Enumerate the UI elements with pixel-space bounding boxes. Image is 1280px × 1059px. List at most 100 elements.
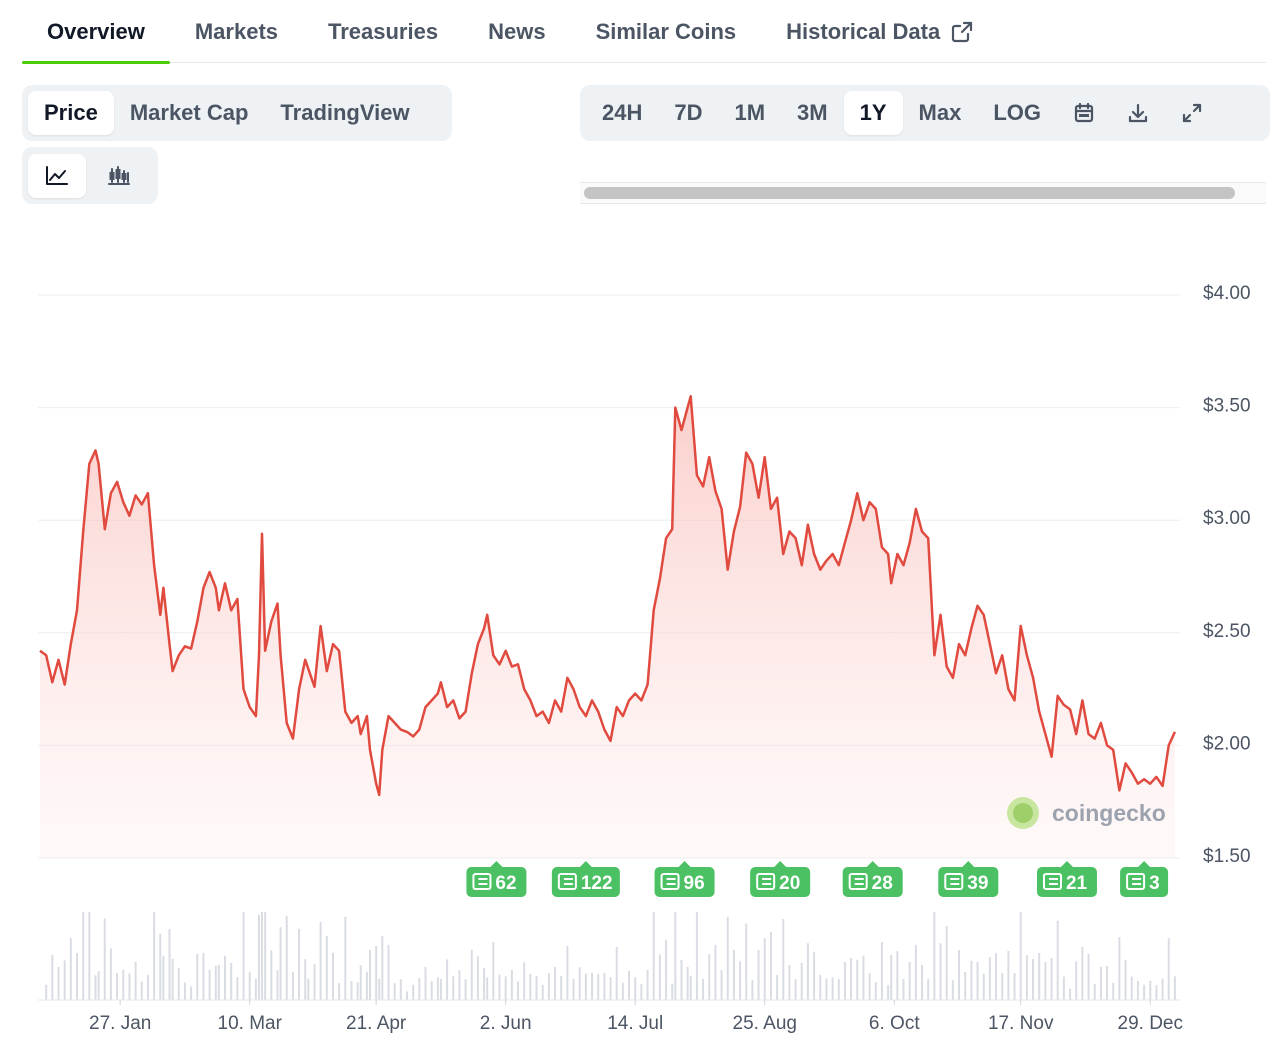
volume-bar	[365, 972, 368, 1000]
y-tick-label: $3.50	[1203, 396, 1251, 417]
volume-bar	[819, 974, 822, 1000]
volume-bar	[751, 980, 754, 1000]
volume-bar	[927, 979, 930, 1000]
news-marker[interactable]: 3	[1120, 861, 1169, 897]
volume-bar	[168, 929, 171, 1000]
volume-bar	[757, 950, 760, 1000]
tab-news[interactable]: News	[463, 0, 570, 63]
volume-bar	[483, 967, 486, 1000]
volume-bar	[794, 979, 797, 1000]
range-scrollbar[interactable]	[580, 182, 1266, 204]
volume-bar	[279, 927, 282, 1000]
volume-bar	[1019, 912, 1022, 1000]
volume-bar	[976, 962, 979, 1000]
volume-bar	[788, 965, 791, 1000]
news-marker-pointer	[962, 861, 975, 867]
volume-bar	[782, 919, 785, 1000]
volume-bar	[446, 959, 449, 1000]
range-24h-button[interactable]: 24H	[602, 100, 643, 125]
download-button[interactable]	[1111, 91, 1165, 135]
volume-bars	[38, 912, 1180, 1001]
volume-bar	[1056, 920, 1059, 1000]
range-1y-button[interactable]: 1Y	[843, 91, 903, 135]
volume-bar	[1087, 954, 1090, 1000]
volume-bar	[356, 982, 359, 1000]
view-tradingview-button[interactable]: TradingView	[280, 100, 410, 125]
price-chart[interactable]: $1.50 $2.00 $2.50 $3.00 $3.50 $4.00 coingecko…	[0, 230, 1280, 1059]
news-marker-pointer	[866, 861, 879, 867]
volume-bar	[291, 971, 294, 1000]
volume-bar	[609, 977, 612, 1000]
newspaper-icon-frame	[756, 873, 776, 890]
view-market-cap-button[interactable]: Market Cap	[129, 100, 249, 125]
news-marker[interactable]: 28	[842, 861, 903, 897]
view-price-button[interactable]: Price	[28, 91, 114, 135]
news-marker[interactable]: 39	[938, 861, 999, 897]
volume-bar	[921, 965, 924, 1000]
coingecko-watermark: coingecko	[1007, 797, 1166, 829]
volume-bar	[387, 945, 390, 1000]
news-count: 3	[1149, 873, 1160, 894]
candlestick-chart-button[interactable]	[90, 154, 148, 198]
calendar-button[interactable]	[1057, 91, 1111, 135]
volume-bar	[270, 950, 273, 1000]
x-tick-label: 6. Oct	[869, 1013, 920, 1034]
volume-bar	[82, 912, 85, 1000]
volume-bar	[665, 940, 668, 1000]
news-marker[interactable]: 20	[750, 861, 811, 897]
news-marker[interactable]: 122	[551, 861, 620, 897]
tab-similar-coins[interactable]: Similar Coins	[571, 0, 762, 63]
volume-bar	[674, 912, 677, 1000]
range-1m-button[interactable]: 1M	[734, 100, 766, 125]
range-scrollbar-thumb[interactable]	[584, 187, 1235, 199]
news-count: 96	[684, 873, 705, 894]
volume-bar	[535, 975, 538, 1000]
volume-bar	[1167, 938, 1170, 1000]
volume-bar	[603, 973, 606, 1000]
tab-historical-data[interactable]: Historical Data	[761, 0, 999, 63]
volume-bar	[140, 981, 143, 1000]
volume-bar	[470, 949, 473, 1000]
expand-button[interactable]	[1165, 91, 1219, 135]
tab-treasuries[interactable]: Treasuries	[303, 0, 463, 63]
volume-bar	[689, 976, 692, 1000]
tab-overview[interactable]: Overview	[22, 0, 170, 64]
range-3m-button[interactable]: 3M	[797, 100, 828, 125]
download-icon	[1127, 102, 1149, 124]
volume-bar	[217, 965, 220, 1000]
volume-bar	[399, 979, 402, 1000]
newspaper-icon	[1042, 873, 1062, 890]
range-7d-button[interactable]: 7D	[674, 100, 703, 125]
tab-markets[interactable]: Markets	[170, 0, 303, 63]
volume-bar	[393, 983, 396, 1000]
news-marker[interactable]: 96	[654, 861, 715, 897]
volume-bar	[1155, 985, 1158, 1000]
volume-bar	[686, 967, 689, 1000]
line-chart-button[interactable]	[28, 153, 86, 198]
chart-type-toggle	[22, 147, 158, 204]
y-tick-label: $1.50	[1203, 846, 1251, 867]
volume-bar	[584, 973, 587, 1000]
news-marker[interactable]: 21	[1036, 861, 1097, 897]
x-tick-label: 14. Jul	[607, 1013, 663, 1034]
volume-bar	[88, 912, 91, 1000]
log-scale-button[interactable]: LOG	[993, 100, 1041, 125]
newspaper-icon-frame	[848, 873, 868, 890]
range-max-button[interactable]: Max	[918, 100, 962, 125]
news-marker[interactable]: 62	[466, 861, 527, 897]
volume-bar	[418, 978, 421, 1000]
volume-bar	[162, 955, 165, 1000]
tab-label: Similar Coins	[595, 18, 737, 44]
volume-bar	[964, 972, 967, 1000]
news-count: 122	[581, 873, 613, 894]
volume-bar	[868, 973, 871, 1000]
volume-bar	[94, 975, 97, 1000]
volume-bar	[732, 949, 735, 1000]
volume-bar	[331, 952, 334, 1000]
volume-bar	[298, 928, 301, 1000]
volume-bar	[486, 977, 489, 1000]
volume-bar	[745, 923, 748, 1000]
volume-bar	[381, 936, 384, 1000]
volume-bar	[1075, 961, 1078, 1000]
volume-bar	[230, 962, 233, 1000]
